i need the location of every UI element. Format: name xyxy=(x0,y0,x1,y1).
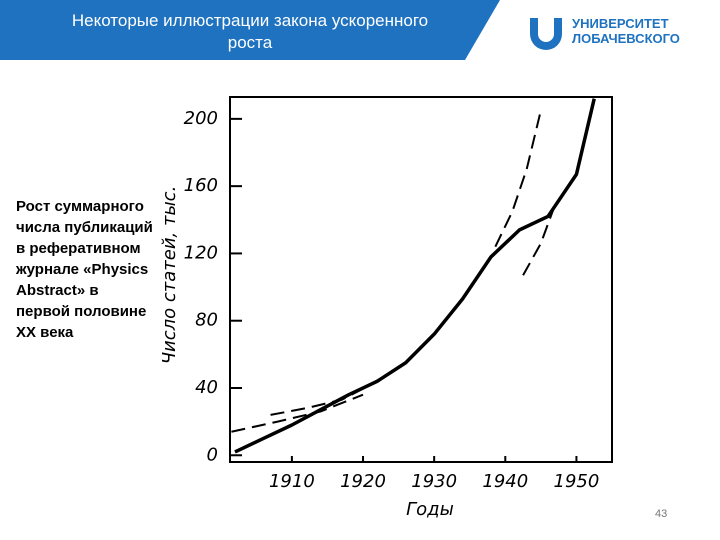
x-tick-label: 1940 xyxy=(482,471,528,492)
data-line xyxy=(270,380,378,416)
x-tick-label: 1930 xyxy=(411,471,457,492)
logo-text: ЛОБАЧЕВСКОГО xyxy=(572,31,680,46)
x-tick-label: 1910 xyxy=(269,471,315,492)
y-tick-label: 0 xyxy=(207,444,218,465)
logo-text: УНИВЕРСИТЕТ xyxy=(572,16,669,31)
logo-mark xyxy=(530,18,562,50)
y-tick-label: 160 xyxy=(184,175,218,196)
slide-title: Некоторые иллюстрации закона ускоренного… xyxy=(71,11,429,52)
y-tick-label: 40 xyxy=(195,377,218,398)
data-line xyxy=(234,98,596,454)
x-tick-label: 1920 xyxy=(340,471,386,492)
y-tick-label: 120 xyxy=(184,242,218,263)
page-number: 43 xyxy=(655,508,668,520)
y-tick-label: 80 xyxy=(195,310,218,331)
logo: УНИВЕРСИТЕТ ЛОБАЧЕВСКОГО xyxy=(530,16,680,50)
y-axis-label: Число статей, тыс. xyxy=(159,186,180,365)
data-line xyxy=(231,393,364,433)
plot-frame xyxy=(229,96,613,463)
x-tick-label: 1950 xyxy=(554,471,600,492)
y-tick-label: 200 xyxy=(184,108,218,129)
x-axis-label: Годы xyxy=(406,499,454,520)
data-line xyxy=(494,110,542,248)
side-text: Рост суммарного числа публикаций в рефер… xyxy=(16,198,153,341)
header-bar xyxy=(0,0,500,60)
data-line xyxy=(522,204,557,276)
